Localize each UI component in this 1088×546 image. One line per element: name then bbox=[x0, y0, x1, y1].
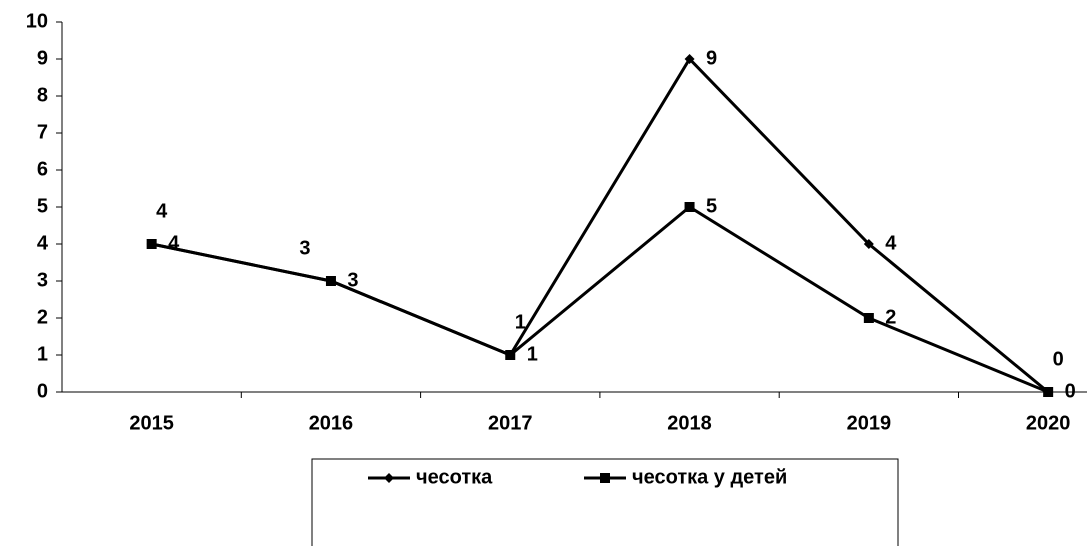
data-label: 4 bbox=[156, 200, 168, 222]
data-label: 9 bbox=[706, 47, 717, 69]
x-tick-label: 2017 bbox=[488, 412, 533, 434]
x-tick-label: 2016 bbox=[309, 412, 354, 434]
legend-marker bbox=[600, 473, 610, 483]
y-tick-label: 9 bbox=[37, 47, 48, 69]
data-point bbox=[684, 202, 695, 212]
x-tick-label: 2019 bbox=[847, 412, 892, 434]
data-point bbox=[146, 239, 157, 249]
y-tick-label: 4 bbox=[37, 232, 49, 254]
data-label: 5 bbox=[706, 195, 717, 217]
y-tick-label: 10 bbox=[26, 10, 48, 32]
data-label: 4 bbox=[885, 232, 897, 254]
data-point bbox=[863, 239, 874, 249]
y-tick-label: 2 bbox=[37, 306, 48, 328]
legend-label: чесотка у детей bbox=[632, 466, 787, 488]
data-label: 1 bbox=[527, 343, 538, 365]
data-label: 4 bbox=[168, 232, 180, 254]
legend-label: чесотка bbox=[416, 466, 493, 488]
data-label: 2 bbox=[885, 306, 896, 328]
series-line bbox=[151, 56, 1050, 394]
x-tick-label: 2018 bbox=[667, 412, 712, 434]
data-point bbox=[863, 313, 874, 323]
data-label: 3 bbox=[347, 269, 358, 291]
x-tick-label: 2020 bbox=[1026, 412, 1071, 434]
data-label: 3 bbox=[299, 237, 310, 259]
data-label: 1 bbox=[515, 311, 526, 333]
x-tick-label: 2015 bbox=[129, 412, 174, 434]
y-tick-label: 5 bbox=[37, 195, 48, 217]
data-point bbox=[325, 276, 336, 286]
data-point bbox=[684, 54, 695, 64]
y-tick-label: 8 bbox=[37, 84, 48, 106]
y-tick-label: 0 bbox=[37, 380, 48, 402]
data-label: 0 bbox=[1065, 380, 1076, 402]
y-tick-label: 6 bbox=[37, 158, 48, 180]
series-line bbox=[151, 205, 1049, 394]
data-label: 0 bbox=[1053, 348, 1064, 370]
data-point bbox=[505, 350, 516, 360]
legend-box bbox=[311, 458, 899, 546]
y-tick-label: 3 bbox=[37, 269, 48, 291]
data-point bbox=[1043, 387, 1054, 397]
y-tick-label: 1 bbox=[37, 343, 48, 365]
legend-marker bbox=[384, 473, 394, 483]
y-tick-label: 7 bbox=[37, 121, 48, 143]
